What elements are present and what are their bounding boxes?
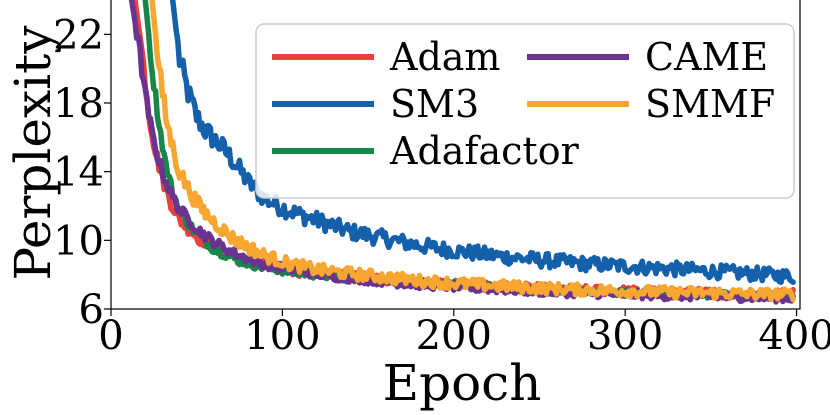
series-line-sm3 (169, 0, 796, 285)
x-tick-label: 300 (587, 313, 663, 359)
y-tick-label: 22 (53, 12, 104, 58)
y-axis-ticks: 6 10 14 18 22 (53, 12, 111, 333)
legend-label-smmf: SMMF (645, 82, 775, 126)
x-tick-label: 400 (758, 313, 830, 359)
y-tick-label: 14 (53, 150, 104, 196)
y-axis-label: Perplexity (4, 25, 62, 281)
legend-label-adafactor: Adafactor (389, 129, 580, 173)
x-tick-label: 200 (416, 313, 492, 359)
x-axis-ticks: 0 100 200 300 400 (98, 309, 830, 359)
plot-frame (110, 0, 801, 310)
legend-frame (255, 23, 795, 199)
legend-label-adam: Adam (389, 35, 500, 79)
legend-label-came: CAME (645, 35, 768, 79)
series-layer (128, 0, 796, 305)
x-tick-label: 0 (98, 313, 123, 359)
series-line-smmf (149, 0, 796, 303)
y-tick-label: 10 (53, 218, 104, 264)
x-tick-label: 100 (244, 313, 320, 359)
legend-label-sm3: SM3 (390, 82, 479, 126)
y-tick-label: 6 (79, 287, 104, 333)
x-axis-label: Epoch (383, 354, 542, 412)
y-tick-label: 18 (53, 81, 104, 127)
